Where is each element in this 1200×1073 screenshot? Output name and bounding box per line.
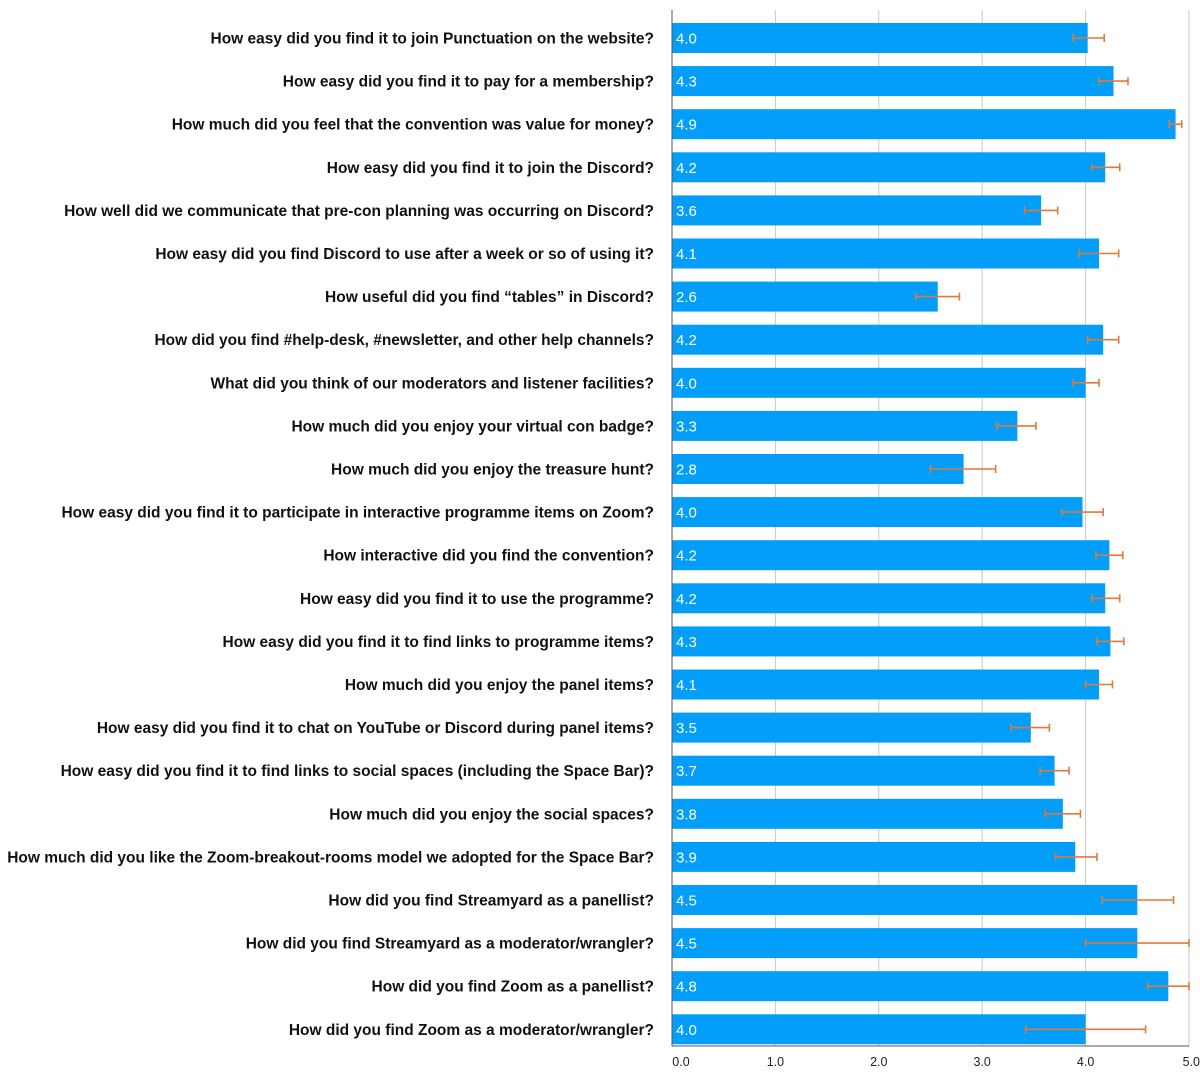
question-label: How easy did you find it to pay for a me… <box>283 74 654 91</box>
bar-value-label: 4.3 <box>676 634 697 651</box>
question-label: How much did you enjoy the panel items? <box>345 677 654 694</box>
question-label: How did you find #help-desk, #newsletter… <box>154 332 654 349</box>
bar-value-label: 4.0 <box>676 505 697 522</box>
question-label: How easy did you find Discord to use aft… <box>155 246 654 263</box>
question-label: How easy did you find it to join the Dis… <box>327 160 654 177</box>
bar <box>672 281 938 312</box>
question-label: How much did you enjoy the treasure hunt… <box>331 462 654 479</box>
question-label: How easy did you find it to chat on YouT… <box>97 720 654 737</box>
bar <box>672 454 964 484</box>
question-label: How easy did you find it to participate … <box>61 505 654 522</box>
category-labels: How easy did you find it to join Punctua… <box>7 31 654 1039</box>
question-label: How much did you feel that the conventio… <box>172 117 654 134</box>
question-label: How did you find Zoom as a panellist? <box>372 979 654 996</box>
question-label: How much did you like the Zoom-breakout-… <box>7 849 654 866</box>
bar-value-label: 4.5 <box>676 936 697 953</box>
question-label: How much did you enjoy your virtual con … <box>291 418 654 435</box>
bar <box>672 540 1110 571</box>
question-label: What did you think of our moderators and… <box>210 375 654 392</box>
bar <box>672 583 1106 614</box>
bar <box>672 755 1055 786</box>
x-axis: 0.0 1.0 2.0 3.0 4.0 5.0 <box>671 10 1200 1069</box>
bar-value-label: 3.3 <box>676 418 697 435</box>
error-bars <box>915 34 1190 1034</box>
question-label: How much did you enjoy the social spaces… <box>329 806 654 823</box>
bar-value-label: 3.6 <box>676 203 697 220</box>
question-label: How did you find Zoom as a moderator/wra… <box>289 1022 654 1039</box>
bar <box>672 23 1088 53</box>
bar-value-label: 4.1 <box>676 677 697 694</box>
question-label: How well did we communicate that pre-con… <box>64 203 654 220</box>
bar <box>672 712 1031 743</box>
question-label: How easy did you find it to join Punctua… <box>211 31 654 48</box>
x-tick-label: 4.0 <box>1077 1055 1094 1069</box>
bar-value-label: 2.6 <box>676 289 697 306</box>
question-label: How useful did you find “tables” in Disc… <box>325 289 654 306</box>
bar <box>672 195 1042 226</box>
x-tick-label: 2.0 <box>870 1055 887 1069</box>
bar <box>672 66 1114 97</box>
bar <box>672 669 1100 700</box>
bar-value-label: 3.9 <box>676 849 697 866</box>
question-label: How interactive did you find the convent… <box>323 548 654 565</box>
bar <box>672 238 1100 269</box>
bar <box>672 626 1111 657</box>
question-label: How did you find Streamyard as a moderat… <box>246 936 654 953</box>
question-label: How easy did you find it to find links t… <box>61 763 654 780</box>
bar-value-label: 4.2 <box>676 591 697 608</box>
bar-value-label: 4.1 <box>676 246 697 263</box>
question-label: How easy did you find it to find links t… <box>223 634 654 651</box>
x-tick-label: 5.0 <box>1183 1055 1200 1069</box>
bar-value-label: 4.2 <box>676 332 697 349</box>
bar <box>672 1014 1086 1045</box>
bar <box>672 841 1076 872</box>
question-label: How easy did you find it to use the prog… <box>300 591 654 608</box>
bar-value-label: 4.8 <box>676 979 697 996</box>
x-tick-label: 0.0 <box>672 1055 689 1069</box>
bar <box>672 928 1138 959</box>
bar <box>672 885 1138 915</box>
bar <box>672 497 1083 528</box>
bar <box>672 367 1086 398</box>
bar-value-label: 3.7 <box>676 763 697 780</box>
x-tick-label: 3.0 <box>974 1055 991 1069</box>
x-tick-label: 1.0 <box>767 1055 784 1069</box>
bar-value-label: 4.2 <box>676 160 697 177</box>
bar-value-label: 4.0 <box>676 31 697 48</box>
bar-value-label: 4.0 <box>676 375 697 392</box>
bar-value-label: 2.8 <box>676 462 697 479</box>
bar <box>672 971 1169 1002</box>
bar <box>672 152 1106 183</box>
bar-value-label: 4.9 <box>676 117 697 134</box>
bar-value-label: 4.3 <box>676 74 697 91</box>
bar-value-label: 4.0 <box>676 1022 697 1039</box>
bars <box>672 23 1176 1045</box>
question-label: How did you find Streamyard as a panelli… <box>328 893 654 910</box>
bar-value-label: 4.2 <box>676 548 697 565</box>
bar <box>672 109 1176 140</box>
bar-value-label: 4.5 <box>676 893 697 910</box>
bar <box>672 324 1104 355</box>
bar <box>672 410 1018 441</box>
bar-value-label: 3.5 <box>676 720 697 737</box>
value-labels: 4.0 4.3 4.9 4.2 3.6 4.1 2.6 4.2 4.0 3.3 2.8 4.0 4.2 4… <box>676 31 697 1039</box>
bar <box>672 798 1063 829</box>
bar-value-label: 3.8 <box>676 806 697 823</box>
